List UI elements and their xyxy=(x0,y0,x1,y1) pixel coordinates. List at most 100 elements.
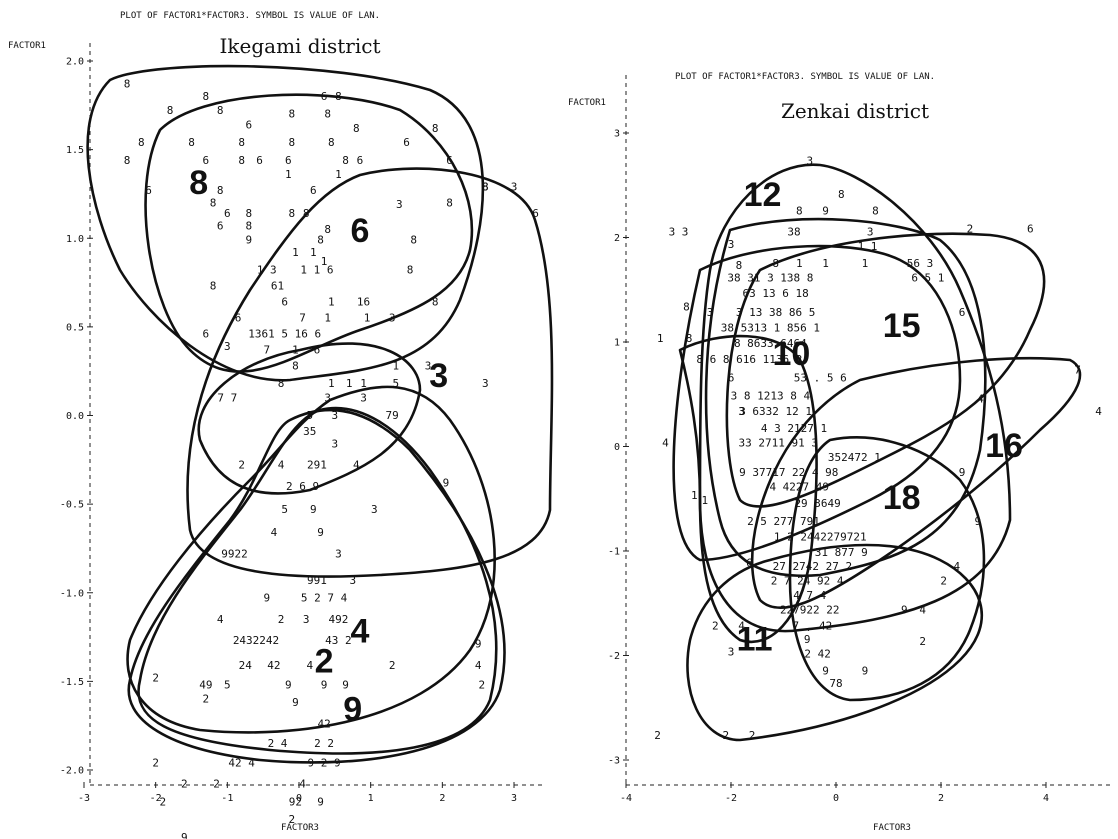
data-point-symbol: 8 6 8 616 1136 2 xyxy=(696,353,802,366)
data-point-symbol: 4 xyxy=(953,560,960,573)
y-tick-label: -1.0 xyxy=(60,588,84,599)
data-point-symbol: 9 xyxy=(246,234,253,247)
data-point-symbol: 6 xyxy=(285,154,292,167)
data-point-symbol: 53 . 5 6 xyxy=(794,372,847,385)
data-point-symbol: 4 xyxy=(919,604,926,617)
data-point-symbol: 1 xyxy=(335,168,342,181)
data-point-symbol: 1 1 6 xyxy=(300,264,333,277)
data-point-symbol: 4 xyxy=(738,619,745,632)
data-point-symbol: 3 xyxy=(335,547,342,560)
data-point-symbol: 3 xyxy=(224,340,231,353)
data-point-symbol: 6 xyxy=(256,154,263,167)
data-point-symbol: 9 xyxy=(974,515,981,528)
data-point-symbol: 8 xyxy=(292,359,299,372)
data-point-symbol: 2 xyxy=(967,222,974,235)
data-point-symbol: 1 xyxy=(360,377,367,390)
y-tick-label: 0.5 xyxy=(66,322,84,333)
data-point-symbol: 42 xyxy=(317,717,330,730)
group-label: 15 xyxy=(883,307,921,345)
data-point-symbol: 8 xyxy=(124,78,131,91)
ikegami-plot-panel: PLOT OF FACTOR1*FACTOR3. SYMBOL IS VALUE… xyxy=(8,11,554,839)
data-point-symbol: 8 xyxy=(238,136,245,149)
data-point-symbol: 2 2 xyxy=(314,737,334,750)
cluster-outline xyxy=(678,334,818,644)
data-point-symbol: 3 xyxy=(867,225,874,238)
data-point-symbol: 38 31 3 138 8 xyxy=(727,271,813,284)
data-point-symbol: 8 xyxy=(324,108,331,121)
data-point-symbol: 9 xyxy=(443,476,450,489)
data-point-symbol: 9 37717 22 4 98 xyxy=(739,466,838,479)
y-tick-label: 1.5 xyxy=(66,145,84,156)
data-point-symbol: 4 xyxy=(475,659,482,672)
cluster-outline xyxy=(672,244,962,562)
data-point-symbol: 8 xyxy=(124,154,131,167)
data-point-symbol: 9922 xyxy=(221,547,248,560)
data-point-symbol: 2 xyxy=(152,671,159,684)
data-point-symbol: 8 xyxy=(432,122,439,135)
data-point-symbol: 9 xyxy=(822,205,829,218)
cluster-outline xyxy=(127,408,506,764)
data-point-symbol: 9 xyxy=(804,633,811,646)
data-point-symbol: 291 xyxy=(307,459,327,472)
data-point-symbol: 9 xyxy=(822,664,829,677)
data-point-symbol: 2 xyxy=(919,635,926,648)
cluster-outline xyxy=(126,385,496,734)
data-point-symbol: 3 3 xyxy=(669,225,689,238)
data-point-symbol: 8 xyxy=(736,259,743,272)
data-point-symbol: 38 xyxy=(787,225,800,238)
data-point-symbol: 6 xyxy=(203,154,210,167)
y-tick-label: -1.5 xyxy=(60,677,84,688)
plot-header: PLOT OF FACTOR1*FACTOR3. SYMBOL IS VALUE… xyxy=(120,11,380,21)
data-point-symbol: 6 xyxy=(959,306,966,319)
data-point-symbol: 4 3 2127 1 xyxy=(761,422,827,435)
data-point-symbol: 1 xyxy=(346,377,353,390)
data-point-symbol: 2 4 xyxy=(268,737,288,750)
data-point-symbol: 43 2 xyxy=(325,634,352,647)
data-point-symbol: 24 xyxy=(239,659,253,672)
data-point-symbol: 2 42 xyxy=(804,648,831,661)
data-point-symbol: 2 xyxy=(160,795,167,808)
data-point-symbol: 1 xyxy=(701,494,708,507)
data-point-symbol: 8 8633 6464 xyxy=(734,337,807,350)
cluster-outline xyxy=(686,543,984,742)
data-point-symbol: 2 xyxy=(238,459,245,472)
x-tick-label: -4 xyxy=(620,793,632,804)
data-point-symbol: 3 xyxy=(482,377,489,390)
x-tick-label: 3 xyxy=(511,793,517,804)
data-point-symbol: 33 2711 91 3 xyxy=(739,437,818,450)
x-tick-label: -2 xyxy=(150,793,162,804)
data-point-symbol: 6 xyxy=(246,118,253,131)
data-point-symbol: 8 xyxy=(289,136,296,149)
data-point-symbol: 1 xyxy=(392,359,399,372)
data-point-symbol: 8 xyxy=(188,136,195,149)
data-point-symbol: 79 xyxy=(386,409,399,422)
y-axis-label: FACTOR1 xyxy=(8,41,46,51)
data-point-symbol: 8 xyxy=(328,136,335,149)
x-tick-label: 2 xyxy=(938,793,944,804)
y-tick-label: 3 xyxy=(614,129,620,140)
data-point-symbol: 8 xyxy=(410,234,417,247)
data-point-symbol: 8 xyxy=(246,207,253,220)
zenkai-plot-panel: PLOT OF FACTOR1*FACTOR3. SYMBOL IS VALUE… xyxy=(568,72,1110,833)
chart-title: Ikegami district xyxy=(220,34,381,58)
data-point-symbol: 227922 22 xyxy=(780,604,840,617)
x-axis-label: FACTOR3 xyxy=(873,823,911,833)
data-point-symbol: 6 xyxy=(310,184,317,197)
data-point-symbol: 3 xyxy=(332,437,339,450)
x-tick-label: -3 xyxy=(78,793,90,804)
data-point-symbol: 4 xyxy=(306,659,313,672)
data-point-symbol: 8 xyxy=(432,296,439,309)
data-point-symbol: 1 xyxy=(328,296,335,309)
data-point-symbol: 1 xyxy=(364,312,371,325)
data-point-symbol: 3 xyxy=(425,359,432,372)
data-point-symbol: 8 xyxy=(203,90,210,103)
data-point-symbol: 8 xyxy=(446,196,453,209)
data-point-symbol: 4 xyxy=(353,459,360,472)
data-point-symbol: 92 xyxy=(289,795,302,808)
data-point-symbol: 3 xyxy=(707,306,714,319)
data-point-symbol: 8 xyxy=(278,377,285,390)
data-point-symbol: 5 xyxy=(392,377,399,390)
data-point-symbol: 352472 1 xyxy=(828,451,881,464)
cluster-outline xyxy=(86,64,485,382)
data-point-symbol: 3 xyxy=(360,391,367,404)
